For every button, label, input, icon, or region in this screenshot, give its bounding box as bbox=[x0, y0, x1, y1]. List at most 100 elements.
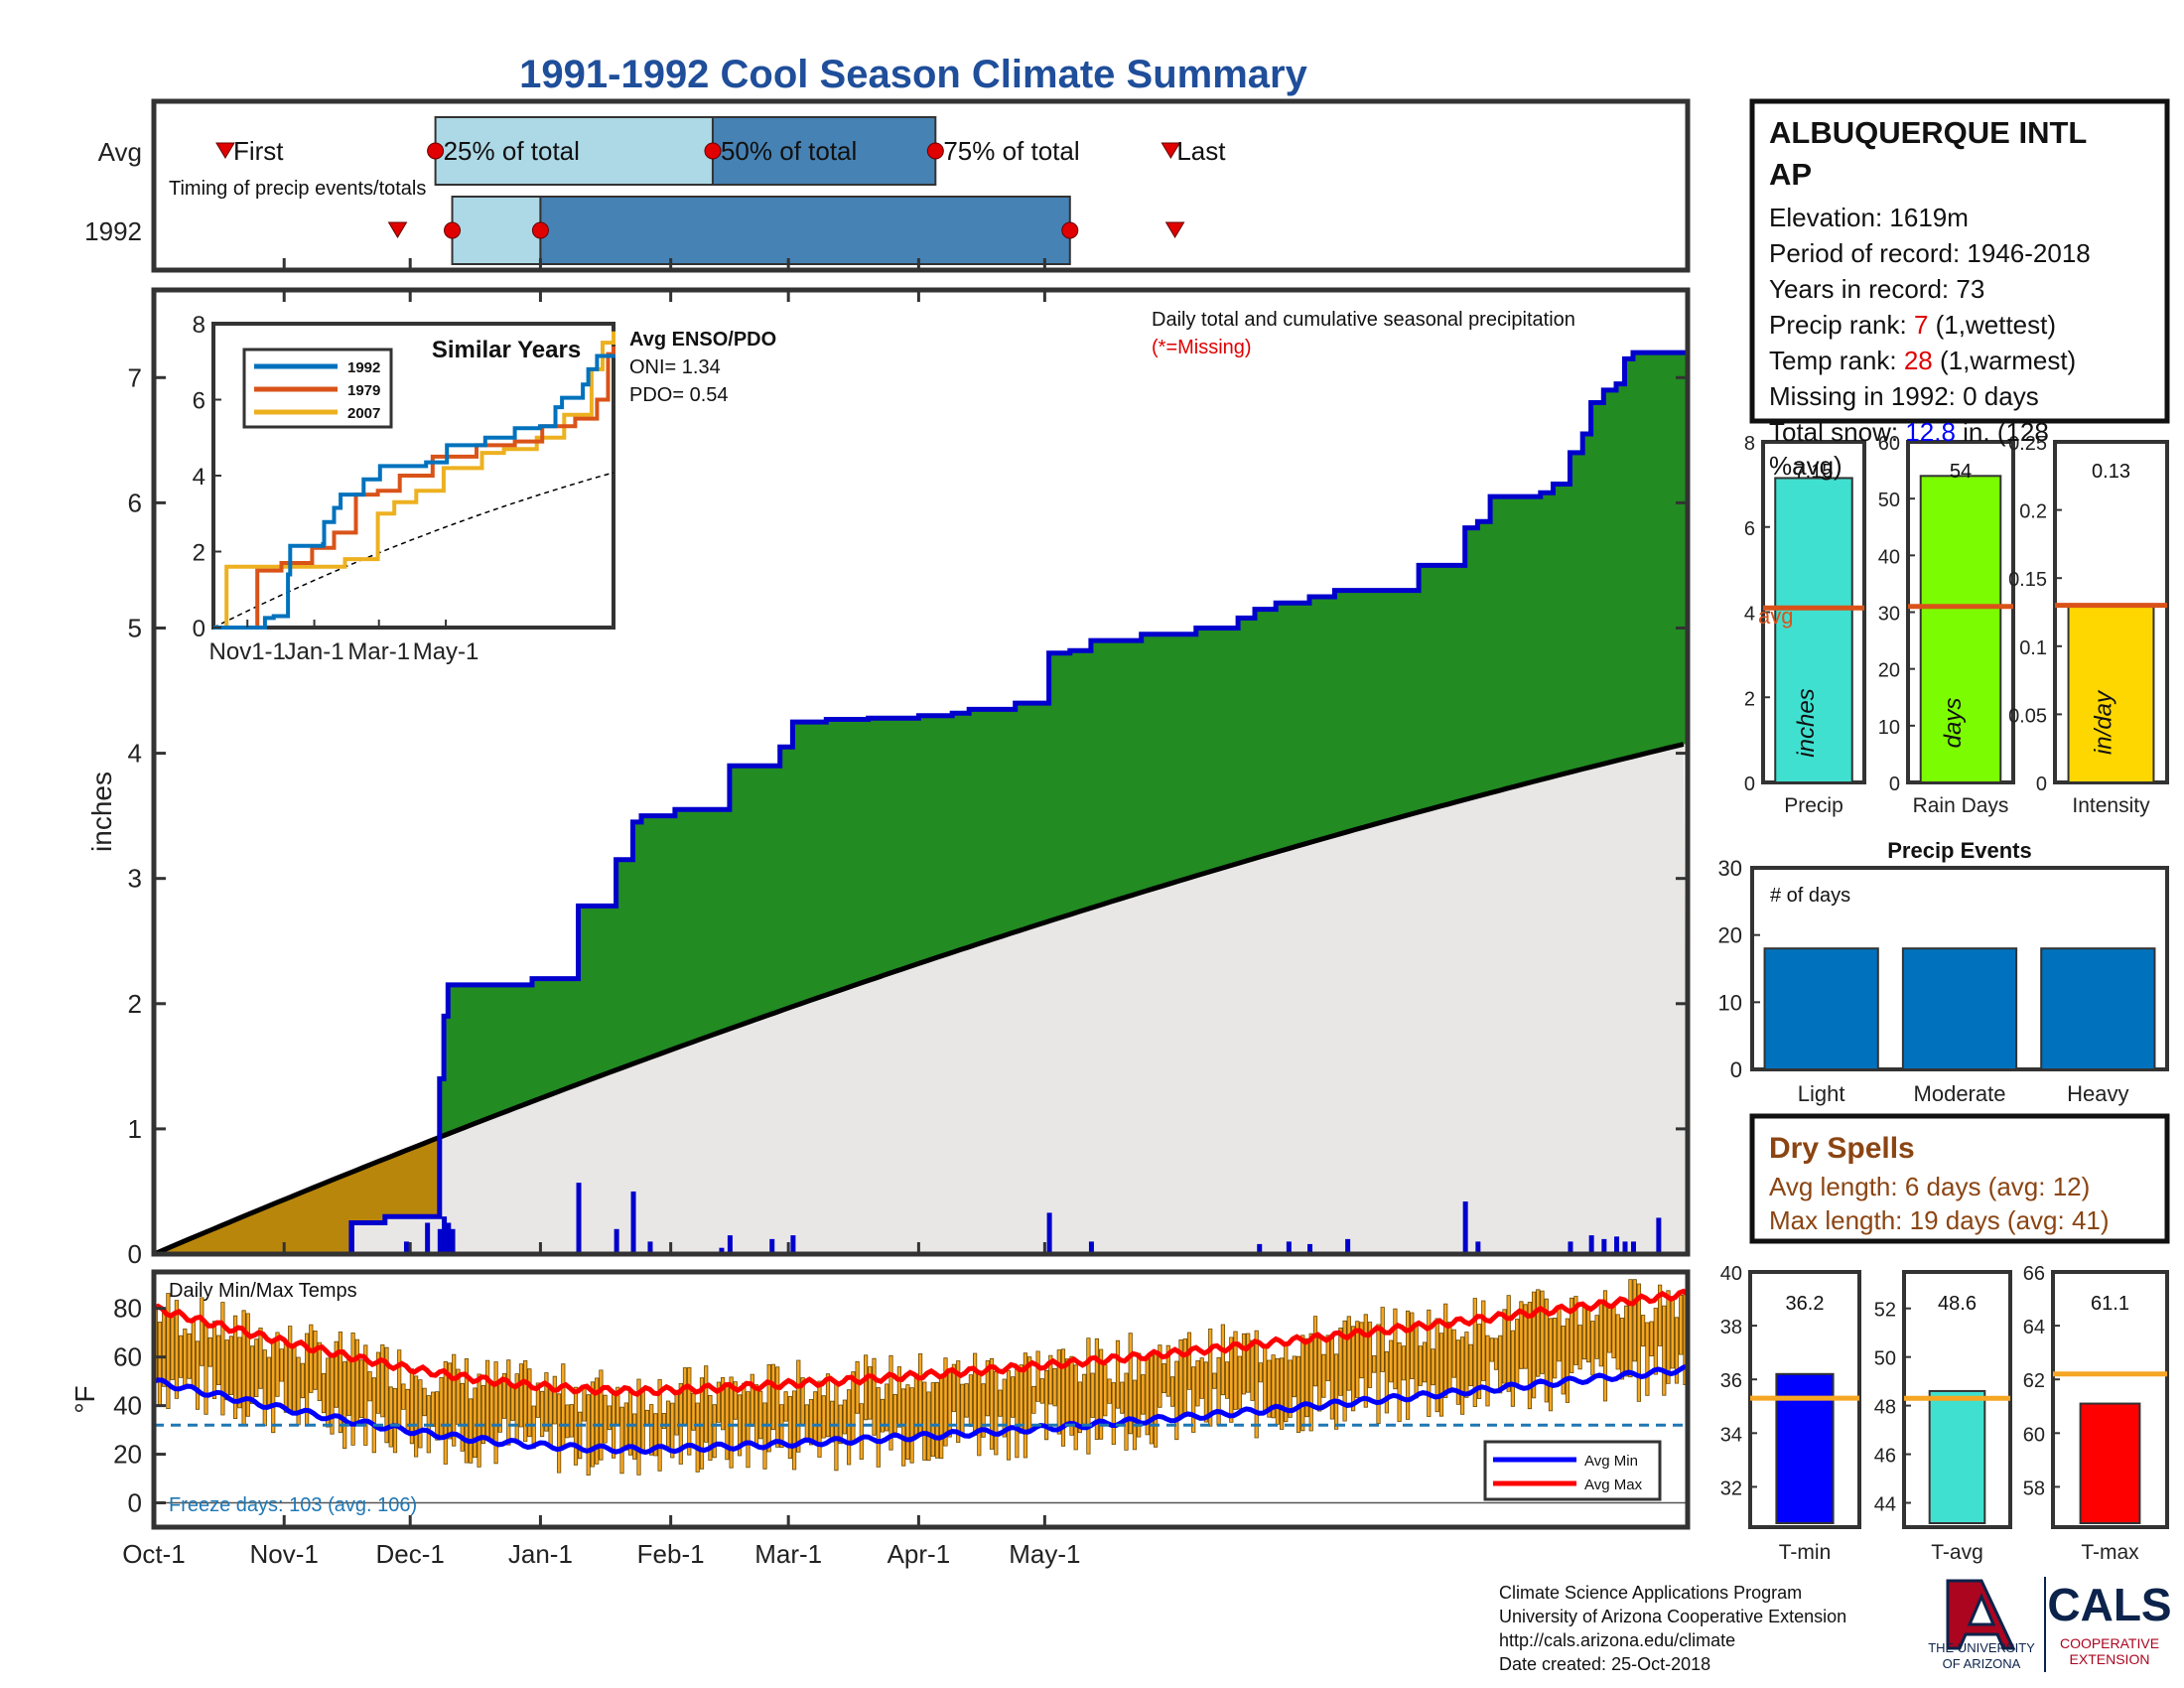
temps-legend-frame bbox=[1483, 1440, 1662, 1501]
timing-quartile-dot bbox=[427, 142, 445, 160]
similar-y-tick-label: 2 bbox=[193, 540, 205, 567]
dry-spells-frame bbox=[1749, 1113, 2170, 1244]
station-precip-rank: Precip rank: 7 (1,wettest) bbox=[1769, 310, 2056, 340]
precip-events-title: Precip Events bbox=[1887, 838, 2032, 863]
y-tick-label: 1 bbox=[128, 1114, 142, 1144]
small-bar-tick-label: 0 bbox=[2036, 774, 2047, 795]
small-bar-tick-label: 8 bbox=[1744, 433, 1755, 455]
similar-y-tick-label: 0 bbox=[193, 616, 205, 642]
small-bar-label: Precip bbox=[1784, 794, 1843, 817]
daily-precip-bar bbox=[1614, 1236, 1620, 1254]
small-bar-tick-label: 2 bbox=[1744, 688, 1755, 710]
daily-precip-bar bbox=[425, 1222, 431, 1254]
temp-bar-tick-label: 64 bbox=[2023, 1317, 2045, 1338]
timing-first-last-marker bbox=[1160, 142, 1181, 159]
daily-precip-bar bbox=[727, 1235, 733, 1254]
daily-precip-bar bbox=[719, 1247, 725, 1254]
cumulative-1992-line bbox=[154, 350, 1688, 1257]
temps-frame bbox=[151, 1269, 1691, 1530]
x-tick-label: Jan-1 bbox=[508, 1539, 573, 1569]
daily-precip-bar bbox=[647, 1241, 653, 1254]
temp-bar-value: 36.2 bbox=[1786, 1293, 1825, 1315]
daily-precip-bar bbox=[769, 1238, 775, 1254]
station-snow-pct: %avg) bbox=[1769, 451, 1843, 481]
temp-bar-tick-label: 44 bbox=[1874, 1494, 1896, 1516]
timing-clip-mask bbox=[1691, 109, 1745, 179]
timing-row-1992: 1992 bbox=[84, 216, 142, 246]
timing-box-q50-q75 bbox=[539, 196, 1071, 265]
daily-precip-bar bbox=[1257, 1243, 1263, 1254]
avg-max-line bbox=[152, 1288, 1690, 1398]
small-bar-days bbox=[1919, 475, 2002, 783]
y-tick-label: 4 bbox=[128, 739, 142, 769]
precip-event-bar-light bbox=[1763, 947, 1879, 1071]
precip-event-bar-moderate bbox=[1901, 947, 2018, 1071]
y-tick-label: 2 bbox=[128, 989, 142, 1019]
small-bar-tick-label: 0 bbox=[1889, 774, 1900, 795]
timing-first-last-marker bbox=[1164, 221, 1185, 238]
similar-x-tick-label: Jan-1 bbox=[285, 638, 344, 665]
temp-bar-label: T-min bbox=[1779, 1541, 1832, 1564]
small-bar-tick-label: 4 bbox=[1744, 604, 1755, 626]
small-bar-tick-label: 40 bbox=[1878, 546, 1900, 568]
timing-q75-label: 75% of total bbox=[943, 136, 1079, 166]
timing-quartile-dot bbox=[1061, 221, 1079, 239]
temp-bar-label: T-avg bbox=[1931, 1541, 1983, 1564]
small-bar-label: Rain Days bbox=[1913, 794, 2009, 817]
main-plot-frame bbox=[151, 287, 1691, 1257]
timing-quartile-dot bbox=[444, 221, 462, 239]
station-name-1: ALBUQUERQUE INTL bbox=[1769, 115, 2087, 150]
daily-precip-bar bbox=[630, 1191, 636, 1254]
timing-quartile-dot bbox=[531, 221, 549, 239]
precip-events-ylabel: # of days bbox=[1770, 885, 1850, 907]
main-precip-chart: 0 1 2 3 4 5 6 7 inches Daily total and cumulative… bbox=[86, 287, 1691, 1269]
precip-events-tick-label: 30 bbox=[1718, 856, 1742, 881]
above-avg-area bbox=[439, 352, 1689, 1138]
daily-precip-bar bbox=[1475, 1241, 1481, 1254]
daily-precip-bar bbox=[1046, 1212, 1052, 1254]
avg-cumulative-line bbox=[153, 742, 1685, 1257]
daily-precip-bar bbox=[576, 1183, 582, 1254]
dry-spells-max: Max length: 19 days (avg: 41) bbox=[1769, 1205, 2110, 1235]
x-tick-label: Apr-1 bbox=[887, 1539, 951, 1569]
small-bar-value: 0.13 bbox=[2092, 461, 2130, 483]
small-bar-tick-label: 10 bbox=[1878, 717, 1900, 739]
legend-avg-min-label: Avg Min bbox=[1584, 1453, 1638, 1470]
timing-row-avg: Avg bbox=[98, 137, 142, 167]
small-bar-inches bbox=[1774, 477, 1853, 783]
daily-precip-bar bbox=[442, 1216, 448, 1254]
precip-event-label: Heavy bbox=[2067, 1081, 2128, 1106]
daily-precip-bar bbox=[1601, 1238, 1607, 1254]
temp-bar-charts: 36.2 32 34 36 38 40 T-min 48.6 44 46 48 50 52 T-avg 61… bbox=[1720, 1263, 2169, 1564]
temps-y-axis-label: °F bbox=[69, 1385, 100, 1413]
daily-precip-bar bbox=[1345, 1238, 1351, 1254]
similar-avg-line bbox=[212, 472, 614, 629]
daily-precip-bar bbox=[450, 1228, 456, 1254]
station-frame bbox=[1749, 98, 2170, 424]
dry-spells-title: Dry Spells bbox=[1769, 1132, 1915, 1165]
timing-quartile-dot bbox=[926, 142, 944, 160]
credits-line-3: http://cals.arizona.edu/climate bbox=[1499, 1630, 1736, 1650]
station-box: ALBUQUERQUE INTL AP Elevation: 1619m Per… bbox=[1749, 98, 2170, 424]
small-bar-tick-label: 0.15 bbox=[2008, 569, 2047, 591]
avg-min-line bbox=[153, 1363, 1689, 1456]
daily-precip-bar bbox=[1656, 1217, 1662, 1254]
similar-legend-label: 1979 bbox=[347, 382, 380, 399]
timing-first-last-marker bbox=[215, 142, 235, 159]
timing-first-label: First bbox=[233, 136, 284, 166]
similar-x-tick-label: Nov1-1 bbox=[209, 638, 286, 665]
station-elevation: Elevation: 1619m bbox=[1769, 203, 1969, 232]
credits-line-2: University of Arizona Cooperative Extens… bbox=[1499, 1607, 1847, 1626]
timing-panel: Avg 1992 Timing of precip events/totals … bbox=[84, 98, 1745, 273]
x-tick-label: Nov-1 bbox=[250, 1539, 319, 1569]
daily-precip-bar bbox=[1462, 1201, 1468, 1254]
small-bar-tick-label: 0.25 bbox=[2008, 433, 2047, 455]
coop-text-2: EXTENSION bbox=[2070, 1651, 2150, 1667]
temp-bar-tick-label: 32 bbox=[1720, 1477, 1742, 1499]
temp-bar-tick-label: 38 bbox=[1720, 1317, 1742, 1338]
temps-y-tick-label: 80 bbox=[113, 1294, 142, 1324]
y-tick-label: 3 bbox=[128, 864, 142, 894]
x-tick-label: Mar-1 bbox=[754, 1539, 822, 1569]
temp-bar-tick-label: 36 bbox=[1720, 1370, 1742, 1392]
